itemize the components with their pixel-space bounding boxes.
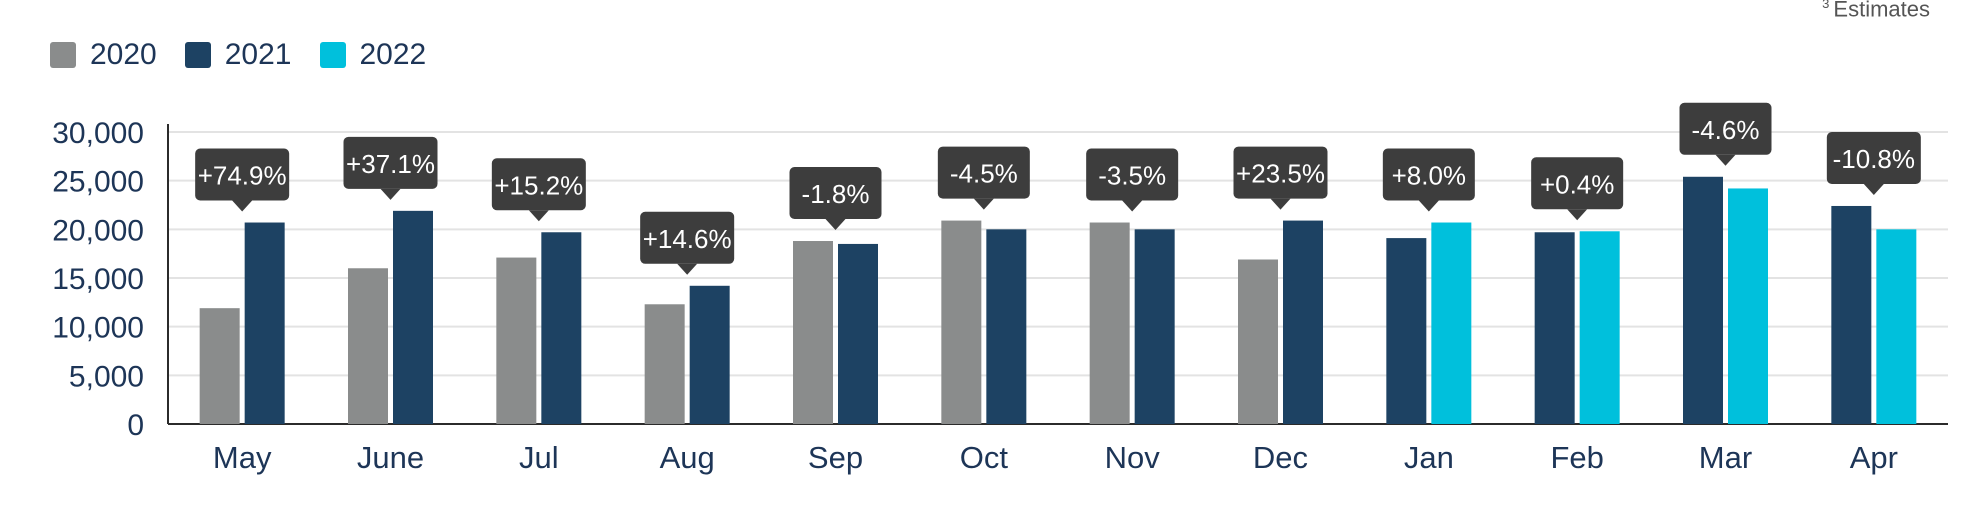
bar-2021-aug xyxy=(689,285,730,424)
x-tick-label: Jan xyxy=(1404,440,1454,475)
x-tick-label: Oct xyxy=(960,440,1009,475)
legend-item-2020: 2020 xyxy=(50,38,157,72)
estimates-label: Estimates xyxy=(1833,0,1930,22)
bar-2022-apr xyxy=(1876,229,1917,424)
bar-2020-jul xyxy=(496,257,537,424)
change-callout-label: +0.4% xyxy=(1540,169,1614,199)
x-tick-label: Nov xyxy=(1105,440,1161,475)
change-callout-pointer xyxy=(1567,209,1588,221)
change-callout-box xyxy=(491,158,586,211)
change-callout-pointer xyxy=(825,219,846,231)
bar-2020-june xyxy=(348,268,388,424)
bar-2020-dec xyxy=(1238,259,1278,424)
x-tick-label: Jul xyxy=(519,440,559,475)
bar-2020-nov xyxy=(1089,222,1130,424)
legend-swatch-2022 xyxy=(319,42,346,68)
bar-2021-mar xyxy=(1683,176,1723,424)
x-tick-label: Sep xyxy=(808,440,863,475)
x-tick-label: Dec xyxy=(1253,440,1308,475)
bar-2020-may xyxy=(199,308,240,424)
x-tick-label: May xyxy=(213,440,272,475)
change-callout-label: -10.8% xyxy=(1833,144,1915,174)
y-tick-label: 5,000 xyxy=(69,360,144,393)
change-callout-label: -3.5% xyxy=(1098,161,1166,191)
bar-2022-feb xyxy=(1579,231,1620,424)
change-callout-pointer xyxy=(677,263,698,275)
y-tick-label: 15,000 xyxy=(52,263,144,296)
legend-swatch-2021 xyxy=(184,42,211,68)
y-tick-label: 10,000 xyxy=(52,312,144,345)
change-callout-box xyxy=(343,136,438,189)
change-callout-box xyxy=(1826,131,1921,184)
bar-2022-mar xyxy=(1728,188,1768,424)
change-callout-pointer xyxy=(232,200,253,212)
x-tick-label: Feb xyxy=(1550,440,1603,475)
change-callout-label: +37.1% xyxy=(346,149,435,179)
bar-2020-sep xyxy=(793,241,833,424)
change-callout-pointer xyxy=(1418,200,1439,212)
legend-label-2022: 2022 xyxy=(359,38,427,71)
bar-2020-oct xyxy=(941,220,982,424)
x-tick-label: June xyxy=(357,440,424,475)
y-tick-label: 0 xyxy=(127,409,144,442)
bar-2021-june xyxy=(393,210,433,424)
change-callout-box xyxy=(1679,102,1772,155)
change-callout-box xyxy=(1382,148,1475,201)
legend-label-2020: 2020 xyxy=(90,38,157,71)
change-callout-label: +15.2% xyxy=(494,170,583,200)
change-callout-pointer xyxy=(1270,198,1291,210)
change-callout-box xyxy=(1086,148,1179,201)
y-tick-label: 30,000 xyxy=(52,117,144,150)
change-callout-label: +8.0% xyxy=(1392,161,1466,191)
legend-swatch-2020 xyxy=(50,42,76,68)
bar-2021-dec xyxy=(1283,220,1323,424)
bar-2021-oct xyxy=(986,229,1027,424)
x-tick-label: Aug xyxy=(660,440,715,475)
bar-2021-nov xyxy=(1134,229,1175,424)
estimates-note: 3 Estimates xyxy=(1822,0,1930,22)
bar-2021-sep xyxy=(838,243,878,424)
change-callout-pointer xyxy=(1122,200,1143,212)
legend-label-2021: 2021 xyxy=(224,38,292,71)
bar-2021-jul xyxy=(541,232,582,424)
change-callout-pointer xyxy=(1715,154,1736,166)
footnote-marker: 3 xyxy=(1822,0,1830,11)
legend-item-2021: 2021 xyxy=(184,38,292,72)
bar-2021-jan xyxy=(1386,238,1427,424)
bar-2021-feb xyxy=(1534,232,1575,424)
y-tick-label: 20,000 xyxy=(52,214,144,247)
change-callout-pointer xyxy=(380,188,401,200)
change-callout-label: -4.5% xyxy=(950,159,1018,189)
change-callout-box xyxy=(937,146,1030,199)
bar-2020-aug xyxy=(644,304,685,424)
change-callout-label: +23.5% xyxy=(1236,159,1325,189)
x-tick-label: Apr xyxy=(1850,440,1898,475)
change-callout-box xyxy=(640,211,735,264)
change-callout-label: +14.6% xyxy=(643,224,732,254)
change-callout-label: +74.9% xyxy=(198,161,287,191)
change-callout-box xyxy=(1233,146,1328,199)
change-callout-label: -4.6% xyxy=(1692,115,1760,145)
change-callout-box xyxy=(195,148,290,201)
y-tick-label: 25,000 xyxy=(52,166,144,199)
change-callout-pointer xyxy=(973,198,994,210)
change-callout-label: -1.8% xyxy=(802,179,870,209)
x-tick-label: Mar xyxy=(1699,440,1752,475)
bar-2021-may xyxy=(244,222,285,424)
bar-2021-apr xyxy=(1831,205,1872,424)
change-callout-box xyxy=(789,167,882,220)
change-callout-pointer xyxy=(1863,183,1884,195)
change-callout-box xyxy=(1531,157,1624,210)
legend-item-2022: 2022 xyxy=(319,38,427,72)
chart-legend: 2020 2021 2022 xyxy=(50,38,426,72)
change-callout-pointer xyxy=(528,210,549,222)
bar-2022-jan xyxy=(1431,222,1472,424)
